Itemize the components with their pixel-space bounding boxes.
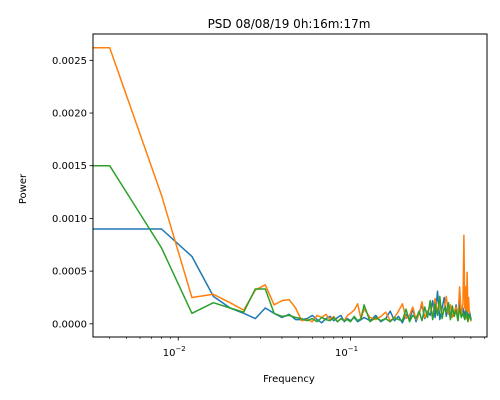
y-tick-label: 0.0000 [52, 319, 87, 330]
series-line-2 [93, 46, 472, 323]
axes-frame [92, 33, 488, 338]
y-tick-label: 0.0025 [52, 56, 87, 67]
chart-title: PSD 08/08/19 0h:16m:17m [208, 17, 371, 31]
series-line-3 [93, 164, 472, 323]
x-axis: 10−2 10−1 [109, 337, 485, 359]
y-tick-label: 0.0020 [52, 109, 87, 120]
series-line-1 [93, 228, 472, 324]
series-layer [93, 46, 472, 324]
x-tick-label: 10−2 [163, 345, 186, 359]
y-axis-label: Power [18, 173, 29, 204]
x-tick-label-base: 10 [163, 348, 176, 359]
x-axis-label: Frequency [263, 374, 315, 385]
y-tick-label: 0.0010 [52, 214, 87, 225]
x-tick-label-base: 10 [335, 348, 348, 359]
y-tick-label: 0.0015 [52, 161, 87, 172]
x-tick-label: 10−1 [335, 345, 358, 359]
x-tick-label-exponent: −1 [348, 345, 358, 353]
y-axis: 0.0000 0.0005 0.0010 0.0015 0.0020 0.0025 [52, 56, 93, 330]
y-tick-label: 0.0005 [52, 267, 87, 278]
plot-area [93, 46, 472, 324]
x-tick-label-exponent: −2 [175, 345, 185, 353]
